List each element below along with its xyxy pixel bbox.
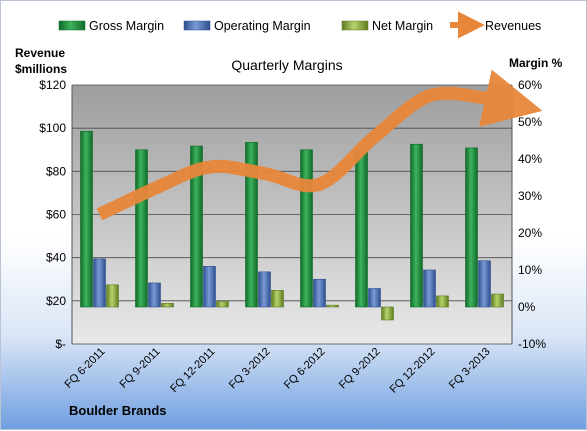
bar-operating-margin [478, 260, 491, 308]
legend: Gross Margin Operating Margin Net Margin… [58, 11, 541, 39]
x-tick-label: FQ 6-2011 [63, 346, 108, 391]
bar-gross-margin [245, 142, 258, 308]
x-axis-labels: FQ 6-2011 FQ 9-2011 FQ 12-2011 FQ 3-2012 FQ … [63, 346, 493, 396]
bar-operating-margin [148, 282, 161, 308]
bar-net-margin [271, 290, 284, 308]
legend-item-operating-margin: Operating Margin [183, 19, 311, 33]
bar-gross-margin [410, 143, 423, 308]
left-axis-label-line1: Revenue [15, 46, 65, 60]
bar-net-margin [216, 301, 229, 308]
bar-operating-margin [368, 288, 381, 308]
bar-gross-margin [355, 151, 368, 308]
bar-gross-margin [135, 149, 148, 308]
left-axis-ticks: $- $20 $40 $60 $80 $100 $120 [39, 78, 66, 351]
x-tick-label: FQ 9-2011 [118, 346, 163, 391]
right-tick-label: 0% [518, 300, 536, 314]
legend-label-revenues: Revenues [485, 19, 541, 33]
left-tick-label: $60 [46, 208, 66, 222]
bar-net-margin [161, 302, 174, 308]
right-tick-label: 10% [518, 263, 542, 277]
legend-label-operating-margin: Operating Margin [214, 19, 311, 33]
revenue-line [96, 69, 543, 221]
bar-gross-margin [465, 147, 478, 308]
revenue-series-line [96, 69, 543, 221]
right-tick-label: 20% [518, 226, 542, 240]
left-tick-label: $- [55, 337, 66, 351]
bar-operating-margin [313, 278, 326, 308]
left-axis-label-line2: $millions [15, 62, 67, 76]
legend-item-gross-margin: Gross Margin [58, 19, 164, 33]
x-tick-label: FQ 3-2012 [227, 346, 273, 392]
legend-swatch-net-margin [341, 20, 369, 31]
legend-swatch-gross-margin [58, 20, 86, 31]
right-axis-ticks: -10% 0% 10% 20% 30% 40% 50% 60% [518, 78, 546, 351]
bar-gross-margin [300, 149, 313, 308]
legend-item-revenues: Revenues [450, 11, 541, 39]
chart-title: Quarterly Margins [231, 57, 342, 73]
bar-gross-margin [190, 145, 203, 308]
x-tick-label: FQ 3-2013 [447, 346, 493, 392]
legend-swatch-operating-margin [183, 20, 211, 31]
bar-operating-margin [203, 265, 216, 308]
left-tick-label: $80 [46, 164, 66, 178]
bar-net-margin [381, 306, 394, 321]
x-tick-label: FQ 6-2012 [282, 346, 328, 392]
legend-label-gross-margin: Gross Margin [89, 19, 164, 33]
left-tick-label: $40 [46, 251, 66, 265]
footer-label: Boulder Brands [69, 403, 167, 418]
right-tick-label: -10% [518, 337, 546, 351]
left-tick-label: $100 [39, 121, 66, 135]
left-tick-label: $20 [46, 294, 66, 308]
bar-operating-margin [258, 271, 271, 308]
right-axis-label: Margin % [509, 56, 563, 70]
x-tick-label: FQ 12-2012 [388, 346, 438, 396]
x-tick-label: FQ 9-2012 [337, 346, 383, 392]
bar-net-margin [491, 293, 504, 308]
right-tick-label: 30% [518, 189, 542, 203]
bar-net-margin [106, 284, 119, 308]
right-tick-label: 40% [518, 152, 542, 166]
bar-gross-margin [80, 130, 93, 308]
right-tick-label: 60% [518, 78, 542, 92]
x-tick-label: FQ 12-2011 [168, 346, 217, 395]
bar-net-margin [326, 304, 339, 308]
legend-item-net-margin: Net Margin [341, 19, 433, 33]
bar-operating-margin [93, 258, 106, 308]
bar-operating-margin [423, 269, 436, 308]
right-tick-label: 50% [518, 115, 542, 129]
legend-label-net-margin: Net Margin [372, 19, 433, 33]
left-tick-label: $120 [39, 78, 66, 92]
bar-net-margin [436, 295, 449, 308]
